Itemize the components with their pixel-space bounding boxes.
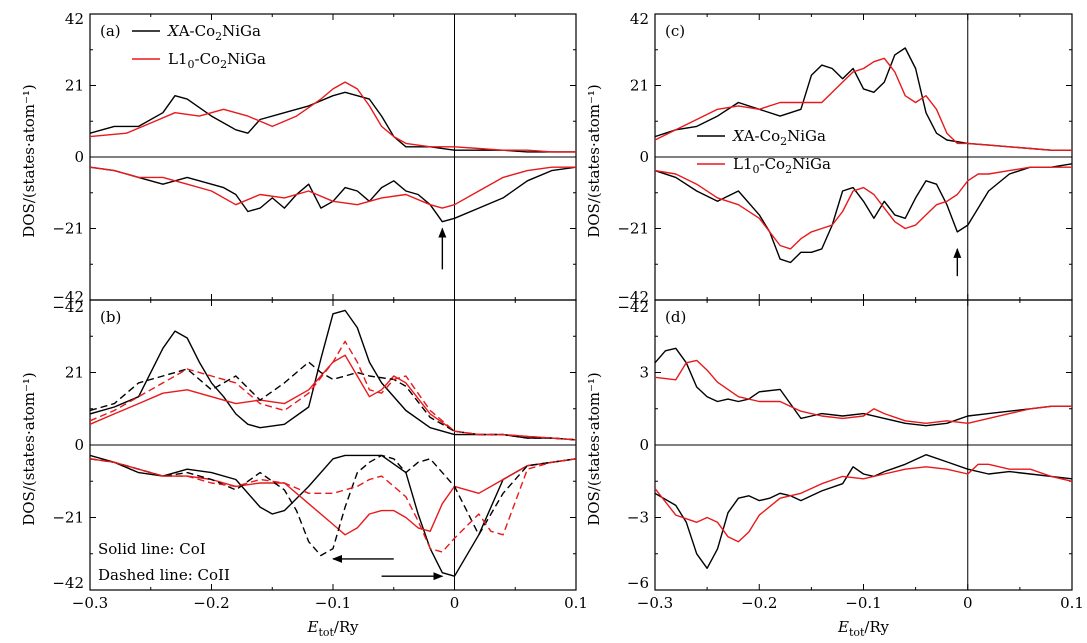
x-axis-label: Etot/Ry xyxy=(307,618,360,639)
y-tick-label: −42 xyxy=(52,574,84,592)
y-tick-label: −21 xyxy=(52,220,84,238)
panel-label: (b) xyxy=(100,308,121,326)
series-group xyxy=(90,81,576,223)
x-tick-label: −0.3 xyxy=(72,594,108,612)
series-line xyxy=(655,347,1072,427)
series-line xyxy=(655,47,1072,151)
legend-entry: XA-Co2NiGa xyxy=(167,22,261,43)
series-line xyxy=(90,81,576,153)
x-tick-label: −0.1 xyxy=(315,594,351,612)
x-tick-label: −0.2 xyxy=(741,594,777,612)
series-line xyxy=(90,454,576,557)
y-tick-label: −42 xyxy=(52,288,84,306)
series-line xyxy=(90,354,576,441)
y-tick-label: −42 xyxy=(617,298,649,316)
panel-a: 42 21 0 −21 −42 DOS/(states·atom⁻¹) (a) XA-Co2N… xyxy=(20,10,577,306)
x-tick-label: −0.1 xyxy=(845,594,881,612)
y-axis-label: DOS/(states·atom⁻¹) xyxy=(20,372,38,526)
y-tick-label: 21 xyxy=(65,364,84,382)
panel-b: −42 21 0 −21 −42 −0.3 −0.2 −0.1 0 0.1 Etot/Ry DOS/(… xyxy=(20,298,588,639)
panel-c: 42 21 0 −21 −42 DOS/(states·atom⁻¹) (c) XA-Co2N… xyxy=(585,10,1073,306)
legend-entry: XA-Co2NiGa xyxy=(732,127,826,148)
y-tick-label: 21 xyxy=(65,77,84,95)
y-tick-label: −3 xyxy=(627,509,649,527)
legend-entry: L10-Co2NiGa xyxy=(168,50,266,71)
series-line xyxy=(90,340,576,441)
panel-d: −42 3 0 −3 −6 −0.3 −0.2 −0.1 0 0.1 Etot/Ry DOS/(sta… xyxy=(585,298,1084,639)
y-axis-label: DOS/(states·atom⁻¹) xyxy=(585,84,603,238)
x-tick-label: 0 xyxy=(450,594,460,612)
y-tick-label: −6 xyxy=(627,574,649,592)
x-tick-label: 0.1 xyxy=(564,594,588,612)
legend-entry: L10-Co2NiGa xyxy=(733,155,831,176)
y-tick-label: −42 xyxy=(617,288,649,306)
x-axis-label: Etot/Ry xyxy=(837,618,890,639)
panel-label: (c) xyxy=(665,22,685,40)
series-line xyxy=(90,458,576,536)
series-line xyxy=(90,91,576,153)
x-tick-label: −0.2 xyxy=(193,594,229,612)
y-tick-label: 42 xyxy=(630,10,649,28)
y-tick-label: 0 xyxy=(639,148,649,166)
panel-label: (a) xyxy=(100,22,121,40)
series-line xyxy=(90,309,576,441)
series-line xyxy=(655,163,1072,264)
line-style-note: Solid line: CoI xyxy=(98,540,206,558)
series-line xyxy=(90,166,576,223)
panel-label: (d) xyxy=(665,308,686,326)
y-tick-label: −21 xyxy=(617,220,649,238)
series-line xyxy=(90,454,576,577)
series-line xyxy=(655,454,1072,569)
y-axis-label: DOS/(states·atom⁻¹) xyxy=(20,84,38,238)
series-group xyxy=(90,309,576,577)
y-tick-label: −21 xyxy=(52,509,84,527)
y-tick-label: 0 xyxy=(74,148,84,166)
x-tick-label: 0.1 xyxy=(1060,594,1084,612)
x-tick-label: 0 xyxy=(963,594,973,612)
series-group xyxy=(655,47,1072,264)
line-style-note: Dashed line: CoII xyxy=(98,566,230,584)
x-tick-label: −0.3 xyxy=(637,594,673,612)
series-group xyxy=(655,347,1072,569)
y-tick-label: 21 xyxy=(630,77,649,95)
y-axis-label: DOS/(states·atom⁻¹) xyxy=(585,372,603,526)
series-line xyxy=(90,458,576,553)
y-tick-label: 0 xyxy=(639,436,649,454)
series-line xyxy=(90,361,576,441)
y-tick-label: 3 xyxy=(639,364,649,382)
series-line xyxy=(655,57,1072,151)
series-line xyxy=(655,359,1072,424)
series-line xyxy=(90,166,576,209)
y-tick-label: −42 xyxy=(52,298,84,316)
y-tick-label: 0 xyxy=(74,436,84,454)
series-line xyxy=(655,166,1072,250)
series-line xyxy=(655,463,1072,543)
y-tick-label: 42 xyxy=(65,10,84,28)
